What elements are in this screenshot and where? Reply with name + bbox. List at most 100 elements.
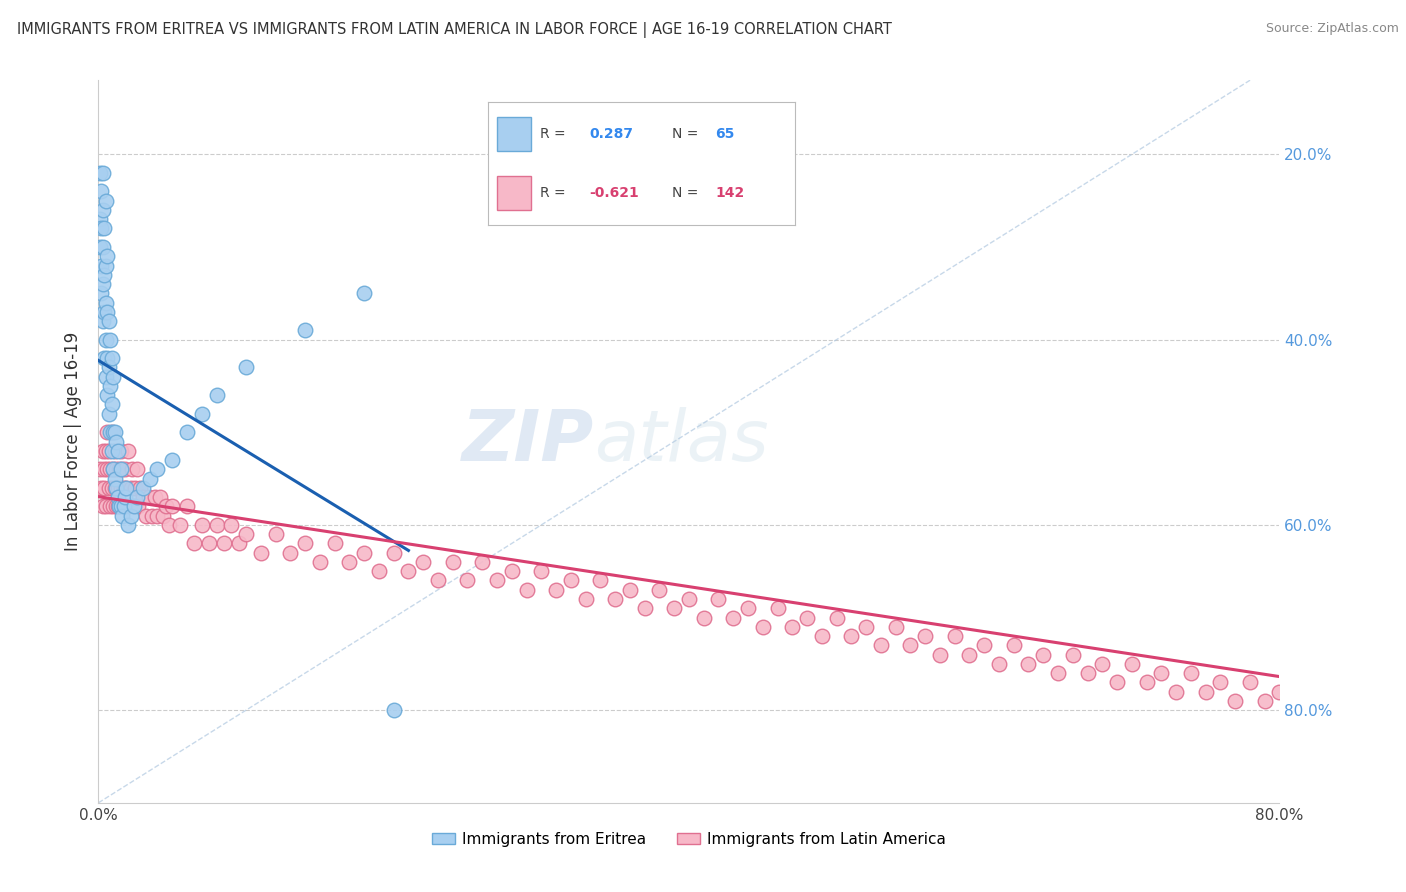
Point bbox=[98, 500, 121, 514]
Point bbox=[94, 333, 117, 347]
Point bbox=[1136, 675, 1159, 690]
Point bbox=[118, 500, 141, 514]
Point bbox=[110, 462, 132, 476]
Point bbox=[1343, 749, 1365, 764]
Point bbox=[1121, 657, 1143, 671]
Point bbox=[111, 462, 134, 476]
Point bbox=[94, 194, 117, 208]
Point bbox=[368, 564, 391, 578]
Point bbox=[1386, 555, 1406, 569]
Point bbox=[693, 610, 716, 624]
Point bbox=[766, 601, 789, 615]
Point bbox=[135, 508, 157, 523]
Point bbox=[94, 259, 117, 273]
Point bbox=[155, 500, 177, 514]
Point bbox=[90, 259, 112, 273]
Point bbox=[1091, 657, 1114, 671]
Point bbox=[398, 564, 420, 578]
Point bbox=[796, 610, 818, 624]
Point bbox=[146, 508, 169, 523]
Point bbox=[1284, 703, 1306, 717]
Point bbox=[89, 462, 111, 476]
Point bbox=[125, 490, 148, 504]
Point bbox=[841, 629, 863, 643]
Point bbox=[1327, 740, 1350, 755]
Point bbox=[100, 351, 122, 366]
Point bbox=[104, 443, 127, 458]
Point bbox=[486, 574, 509, 588]
Point bbox=[1402, 574, 1406, 588]
Point bbox=[648, 582, 671, 597]
Point bbox=[91, 240, 114, 254]
Point bbox=[100, 481, 122, 495]
Point bbox=[97, 481, 120, 495]
Point bbox=[412, 555, 434, 569]
Point bbox=[198, 536, 221, 550]
Point bbox=[205, 517, 228, 532]
Point bbox=[132, 490, 155, 504]
Point bbox=[280, 546, 302, 560]
Point bbox=[382, 703, 405, 717]
Point bbox=[323, 536, 346, 550]
Point bbox=[107, 443, 129, 458]
Point bbox=[678, 592, 700, 607]
Point bbox=[929, 648, 952, 662]
Point bbox=[120, 508, 142, 523]
Point bbox=[707, 592, 730, 607]
Point bbox=[205, 388, 228, 402]
Point bbox=[152, 508, 174, 523]
Point bbox=[235, 527, 257, 541]
Point bbox=[221, 517, 243, 532]
Text: Source: ZipAtlas.com: Source: ZipAtlas.com bbox=[1265, 22, 1399, 36]
Point bbox=[97, 314, 120, 328]
Point bbox=[91, 314, 114, 328]
Point bbox=[457, 574, 479, 588]
Point bbox=[176, 500, 198, 514]
Point bbox=[353, 286, 375, 301]
Point bbox=[1077, 666, 1099, 681]
Text: atlas: atlas bbox=[595, 407, 769, 476]
Point bbox=[471, 555, 494, 569]
Point bbox=[111, 508, 134, 523]
Point bbox=[104, 481, 127, 495]
Point bbox=[93, 462, 115, 476]
Point bbox=[1002, 638, 1025, 652]
Point bbox=[100, 397, 122, 411]
Point bbox=[104, 472, 127, 486]
Point bbox=[176, 425, 198, 440]
Point bbox=[121, 462, 143, 476]
Point bbox=[91, 202, 114, 217]
Point bbox=[825, 610, 848, 624]
Point bbox=[93, 305, 115, 319]
Point bbox=[191, 407, 214, 421]
Point bbox=[427, 574, 450, 588]
Text: ZIP: ZIP bbox=[463, 407, 595, 476]
Point bbox=[162, 500, 183, 514]
Text: IMMIGRANTS FROM ERITREA VS IMMIGRANTS FROM LATIN AMERICA IN LABOR FORCE | AGE 16: IMMIGRANTS FROM ERITREA VS IMMIGRANTS FR… bbox=[17, 22, 891, 38]
Point bbox=[91, 277, 114, 291]
Point bbox=[1062, 648, 1084, 662]
Point bbox=[91, 443, 114, 458]
Point bbox=[546, 582, 568, 597]
Point bbox=[103, 462, 125, 476]
Point bbox=[110, 443, 132, 458]
Point bbox=[115, 481, 138, 495]
Point bbox=[96, 305, 118, 319]
Point bbox=[124, 481, 146, 495]
Point bbox=[294, 323, 316, 337]
Point bbox=[264, 527, 287, 541]
Point bbox=[112, 481, 135, 495]
Point bbox=[117, 517, 139, 532]
Point bbox=[94, 443, 117, 458]
Point bbox=[96, 388, 118, 402]
Point bbox=[294, 536, 316, 550]
Point bbox=[104, 425, 127, 440]
Point bbox=[107, 481, 129, 495]
Point bbox=[89, 212, 111, 227]
Point bbox=[110, 500, 132, 514]
Point bbox=[90, 481, 112, 495]
Point bbox=[96, 425, 118, 440]
Point bbox=[309, 555, 332, 569]
Point bbox=[110, 481, 132, 495]
Point bbox=[127, 500, 149, 514]
